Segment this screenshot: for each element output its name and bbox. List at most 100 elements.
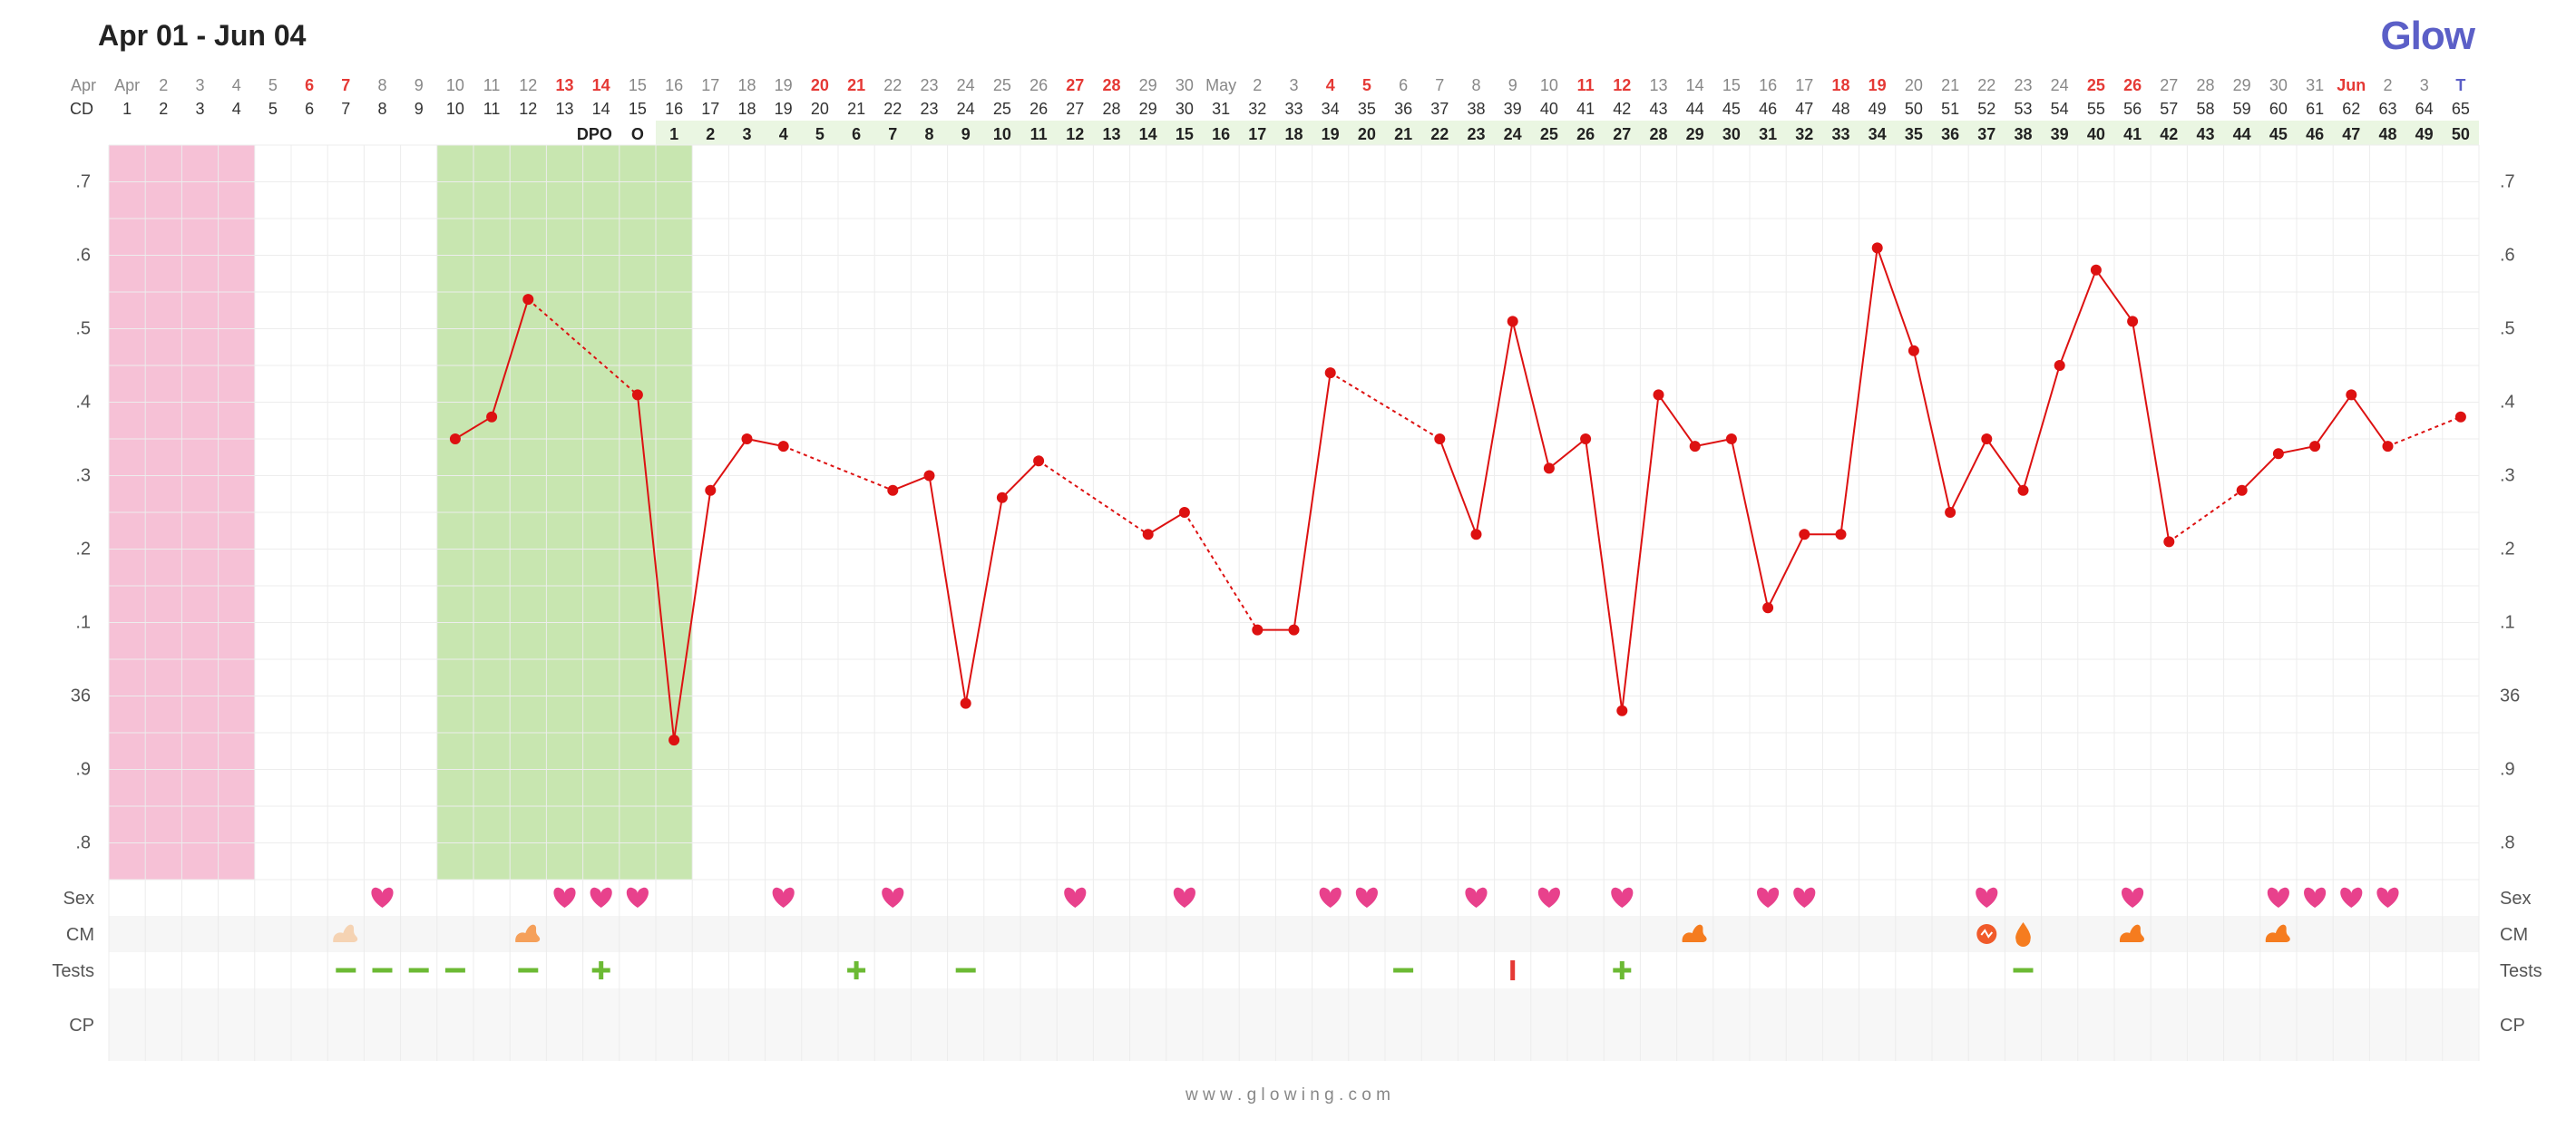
test-negative-icon <box>336 968 356 973</box>
dpo-label: 13 <box>1102 125 1120 143</box>
y-tick-left: .7 <box>75 172 91 192</box>
date-label: 29 <box>2233 76 2251 94</box>
date-label: 16 <box>1759 76 1777 94</box>
heart-icon <box>590 887 612 908</box>
cd-label: 38 <box>1467 100 1485 118</box>
cd-label: 49 <box>1869 100 1887 118</box>
date-label: 20 <box>1905 76 1923 94</box>
glow-logo: Glow <box>2380 14 2475 58</box>
cd-label: 63 <box>2378 100 2396 118</box>
cm-sticky-icon <box>2265 924 2290 942</box>
dpo-label: 33 <box>1831 125 1849 143</box>
dpo-label: 31 <box>1759 125 1777 143</box>
temperature-point <box>668 735 680 746</box>
dpo-label: 16 <box>1212 125 1230 143</box>
cd-label: 45 <box>1722 100 1741 118</box>
date-label: 8 <box>1471 76 1480 94</box>
cd-label: 30 <box>1176 100 1194 118</box>
date-label: 27 <box>1066 76 1084 94</box>
cd-label: 37 <box>1430 100 1449 118</box>
temperature-point <box>1799 529 1810 540</box>
heart-icon <box>1319 887 1342 908</box>
temperature-point <box>449 433 461 444</box>
test-negative-icon <box>955 968 976 973</box>
test-line-icon <box>1510 960 1516 980</box>
temperature-segment <box>709 438 748 492</box>
date-label: 7 <box>341 76 350 94</box>
cd-label: 22 <box>883 100 902 118</box>
cd-label: 40 <box>1540 100 1558 118</box>
temperature-point <box>741 433 753 444</box>
cd-label: 13 <box>555 100 573 118</box>
heart-icon <box>1976 887 1998 908</box>
temperature-segment <box>964 497 1003 704</box>
temperature-segment <box>2240 453 2279 492</box>
heart-icon <box>1757 887 1780 908</box>
dpo-label: 9 <box>961 125 971 143</box>
heart-icon <box>2267 887 2289 908</box>
cd-label: 62 <box>2342 100 2360 118</box>
cd-label: 50 <box>1905 100 1923 118</box>
cd-label: 56 <box>2123 100 2142 118</box>
date-label: Apr <box>114 76 140 94</box>
cm-sticky-icon <box>1682 924 1707 942</box>
cd-label: 41 <box>1576 100 1595 118</box>
dpo-label: 34 <box>1869 125 1887 143</box>
y-tick-right: .6 <box>2500 246 2515 266</box>
background-bands <box>109 121 2479 1061</box>
dpo-label: 17 <box>1248 125 1266 143</box>
heart-icon <box>1793 887 1816 908</box>
temperature-point <box>923 470 935 482</box>
temperature-lines <box>454 248 2462 741</box>
date-label: 8 <box>377 76 386 94</box>
date-label: 28 <box>1102 76 1120 94</box>
date-label: 30 <box>2269 76 2288 94</box>
cd-label: 65 <box>2452 100 2470 118</box>
dpo-label: 23 <box>1467 125 1485 143</box>
temperature-segment <box>1986 438 2025 492</box>
temperature-segment <box>2058 269 2097 366</box>
date-label: 14 <box>592 76 610 94</box>
temperature-gap-segment <box>1184 511 1259 631</box>
temperature-point <box>996 492 1008 503</box>
y-tick-left: .9 <box>75 760 91 780</box>
cd-label: 21 <box>847 100 865 118</box>
temperature-point <box>1653 389 1664 401</box>
dpo-label: 8 <box>924 125 933 143</box>
date-label: 12 <box>1613 76 1631 94</box>
temperature-segment <box>2314 394 2353 447</box>
dpo-label: 25 <box>1540 125 1558 143</box>
date-label: 4 <box>232 76 241 94</box>
footer-url: w w w . g l o w i n g . c o m <box>1185 1085 1390 1105</box>
temperature-point <box>2272 448 2284 460</box>
date-label: 21 <box>1941 76 1959 94</box>
cd-label: 2 <box>159 100 168 118</box>
dpo-label: 50 <box>2452 125 2470 143</box>
date-label: T <box>2455 76 2465 94</box>
date-label: 9 <box>415 76 424 94</box>
heart-icon <box>626 887 649 908</box>
date-label: 24 <box>2051 76 2069 94</box>
dpo-label: 24 <box>1504 125 1522 143</box>
test-positive-icon-v <box>599 961 604 979</box>
date-label: 6 <box>305 76 314 94</box>
tests-row-label-left: Tests <box>52 961 94 981</box>
y-tick-left: .4 <box>75 393 91 413</box>
dpo-label: 21 <box>1394 125 1412 143</box>
y-tick-right: 36 <box>2500 686 2520 706</box>
cd-label: 5 <box>268 100 278 118</box>
temperature-segment <box>1912 350 1952 513</box>
date-label: 2 <box>1253 76 1262 94</box>
temperature-segment <box>1621 394 1660 711</box>
cd-label: 6 <box>305 100 314 118</box>
temperature-point <box>1981 433 1993 444</box>
date-label: 15 <box>1722 76 1741 94</box>
dpo-label: 19 <box>1322 125 1340 143</box>
date-label: 15 <box>629 76 647 94</box>
y-tick-right: .3 <box>2500 466 2515 486</box>
dpo-label: 27 <box>1613 125 1631 143</box>
cp-row-bg <box>109 988 2479 1061</box>
date-label: 17 <box>1795 76 1813 94</box>
dpo-label: 22 <box>1430 125 1449 143</box>
date-label: 17 <box>701 76 719 94</box>
